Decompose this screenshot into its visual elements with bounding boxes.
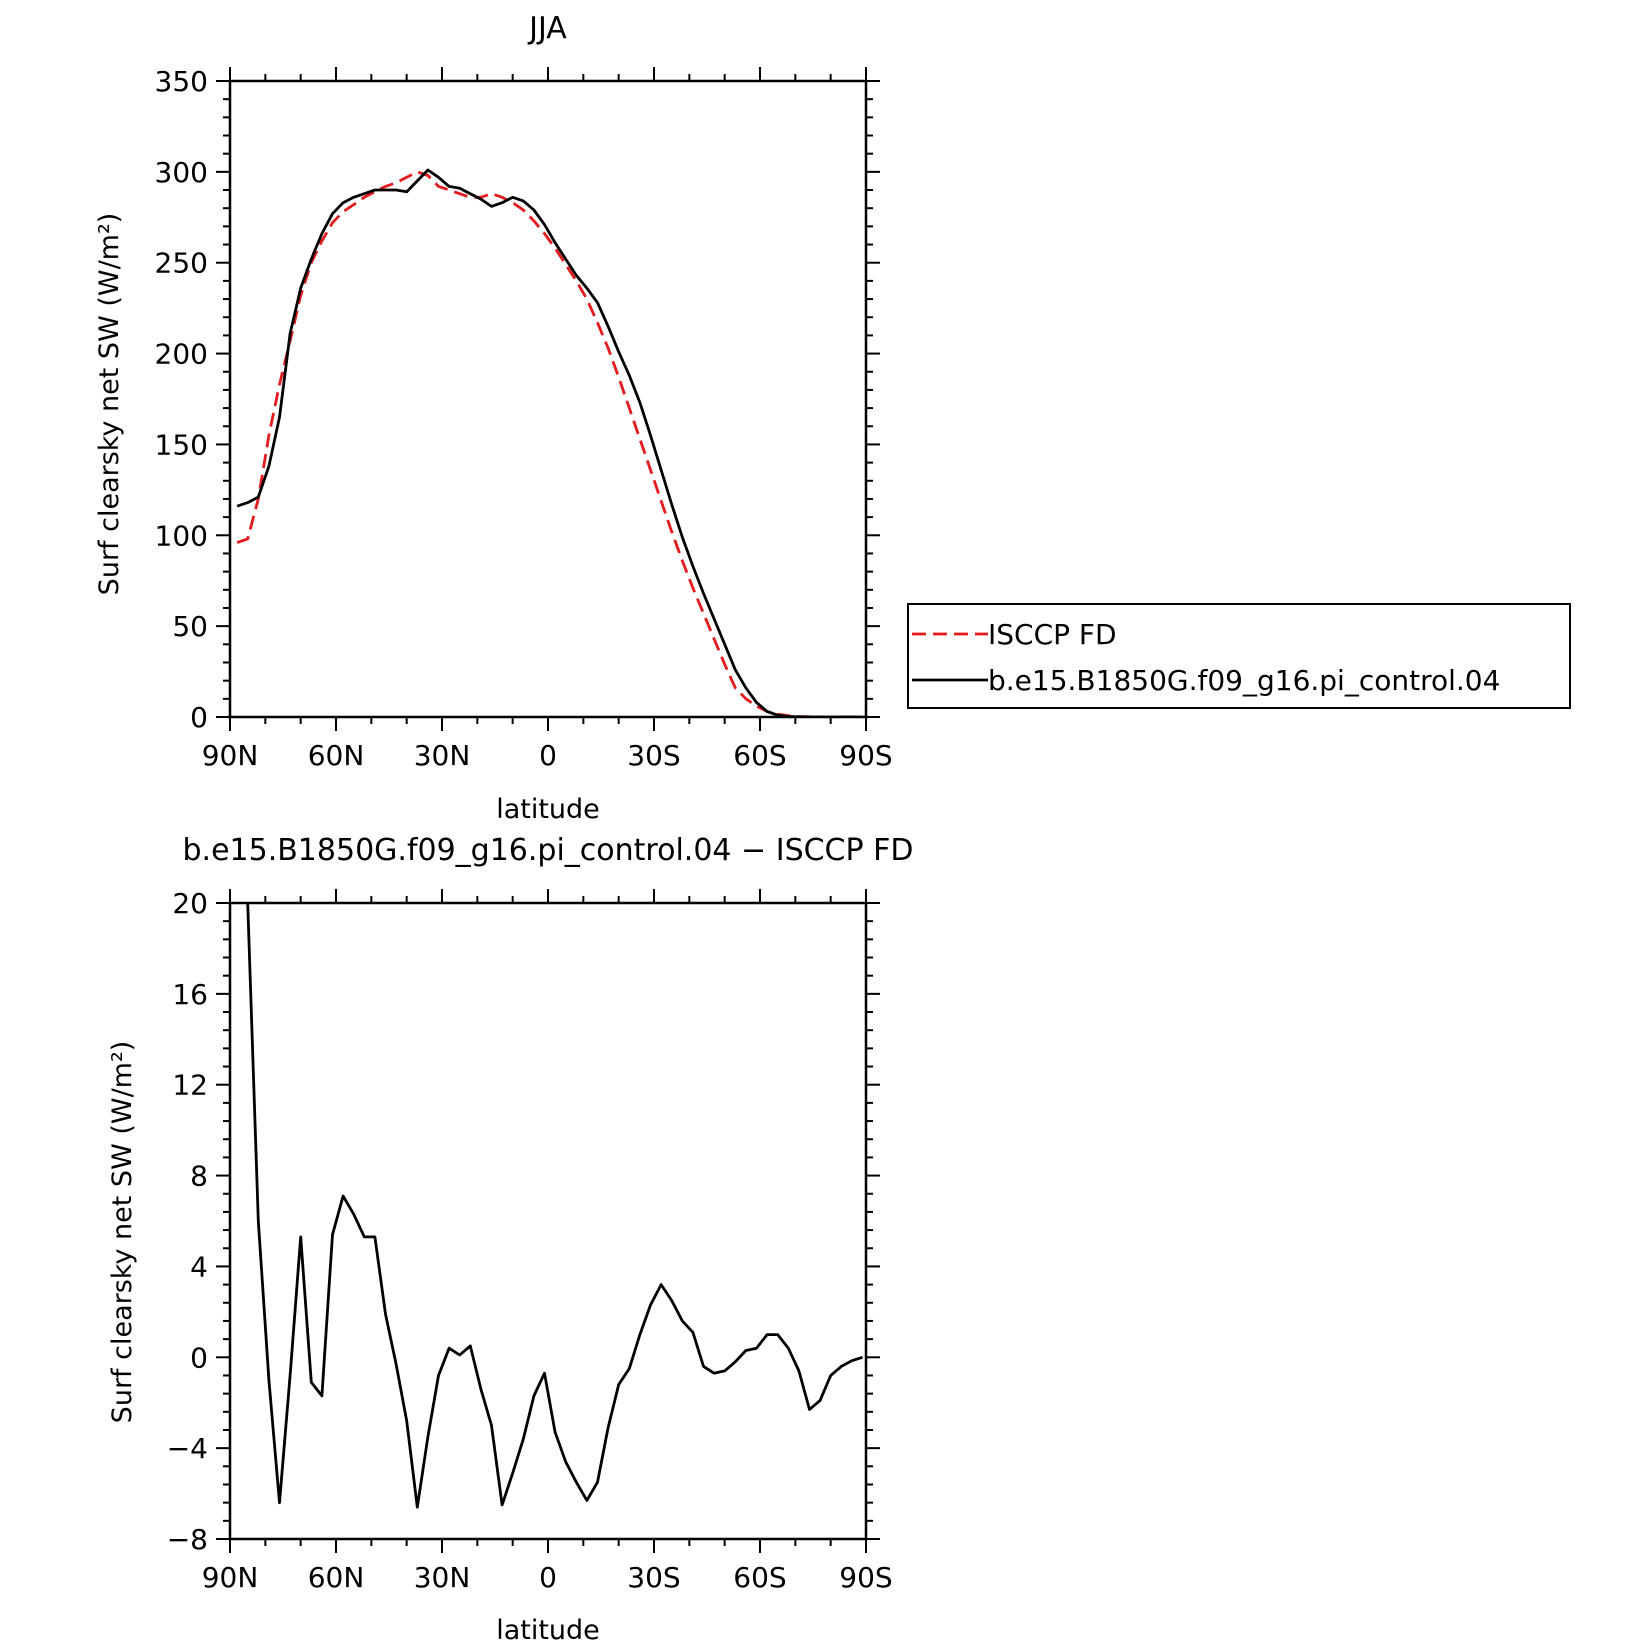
bottom-y-tick-label: 20 xyxy=(172,887,208,920)
legend-label-0: ISCCP FD xyxy=(988,618,1117,651)
top-y-tick-label: 250 xyxy=(155,247,208,280)
bottom-panel: b.e15.B1850G.f09_g16.pi_control.04 − ISC… xyxy=(107,833,914,1646)
bottom-y-tick-label: 0 xyxy=(190,1341,208,1374)
top-y-tick-label: 0 xyxy=(190,701,208,734)
bottom-chart-title: b.e15.B1850G.f09_g16.pi_control.04 − ISC… xyxy=(182,833,913,868)
top-series-line-0 xyxy=(236,170,863,717)
top-x-tick-label: 0 xyxy=(539,739,557,772)
bottom-plot-frame xyxy=(228,901,868,1541)
top-panel: JJA latitude Surf clearsky net SW (W/m²)… xyxy=(94,11,893,825)
bottom-y-tick-label: −8 xyxy=(167,1523,208,1556)
top-x-tick-label: 90N xyxy=(202,739,259,772)
bottom-x-tick-label: 60S xyxy=(733,1561,786,1594)
top-y-tick-label: 50 xyxy=(172,610,208,643)
bottom-y-tick-label: 8 xyxy=(190,1160,208,1193)
top-y-tick-label: 300 xyxy=(155,156,208,189)
top-series-line-1 xyxy=(236,168,863,717)
bottom-x-tick-label: 30S xyxy=(627,1561,680,1594)
legend-label-1: b.e15.B1850G.f09_g16.pi_control.04 xyxy=(988,664,1500,697)
top-x-tick-label: 90S xyxy=(839,739,892,772)
top-y-tick-label: 150 xyxy=(155,428,208,461)
bottom-x-tick-label: 60N xyxy=(308,1561,365,1594)
top-y-tick-label: 200 xyxy=(155,338,208,371)
legend: ISCCP FD b.e15.B1850G.f09_g16.pi_control.… xyxy=(907,603,1571,709)
top-y-tick-label: 350 xyxy=(155,65,208,98)
bottom-x-tick-label: 30N xyxy=(414,1561,471,1594)
bottom-x-axis-label: latitude xyxy=(496,1615,600,1646)
top-x-tick-label: 30N xyxy=(414,739,471,772)
bottom-y-tick-label: 16 xyxy=(172,978,208,1011)
bottom-x-tick-label: 0 xyxy=(539,1561,557,1594)
bottom-y-tick-label: −4 xyxy=(167,1432,208,1465)
top-x-axis-label: latitude xyxy=(496,794,600,825)
bottom-y-tick-label: 12 xyxy=(172,1069,208,1102)
top-x-tick-label: 60S xyxy=(733,739,786,772)
top-y-tick-label: 100 xyxy=(155,519,208,552)
bottom-x-tick-label: 90S xyxy=(839,1561,892,1594)
top-chart-title: JJA xyxy=(527,11,567,46)
top-x-tick-label: 60N xyxy=(308,739,365,772)
bottom-y-tick-label: 4 xyxy=(190,1250,208,1283)
top-x-tick-label: 30S xyxy=(627,739,680,772)
bottom-series-line-0 xyxy=(246,903,863,1509)
bottom-y-axis-label: Surf clearsky net SW (W/m²) xyxy=(107,1041,138,1424)
top-y-axis-label: Surf clearsky net SW (W/m²) xyxy=(94,213,125,596)
top-plot-frame xyxy=(228,79,868,719)
bottom-x-tick-label: 90N xyxy=(202,1561,259,1594)
legend-box xyxy=(907,603,1571,709)
